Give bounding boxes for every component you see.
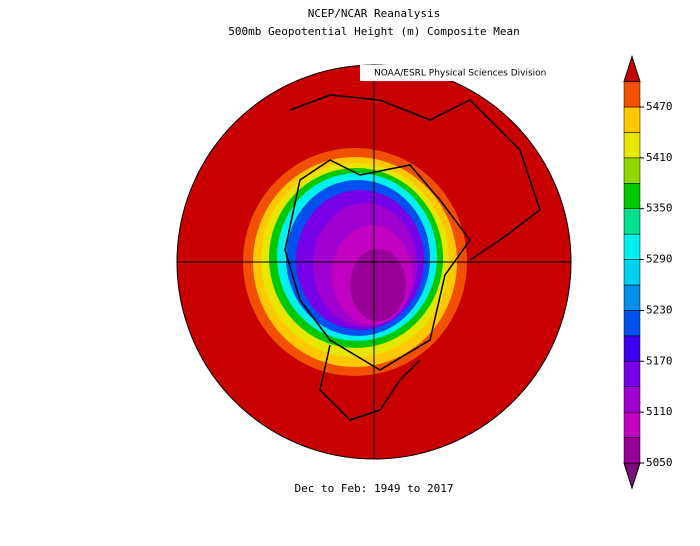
colorbar-band: [623, 259, 641, 286]
colorbar-band: [623, 183, 641, 209]
colorbar-label: 5110: [646, 405, 673, 418]
colorbar-band: [623, 386, 641, 413]
subtitle: 500mb Geopotential Height (m) Composite …: [228, 25, 519, 38]
colorbar-band: [623, 361, 641, 387]
colorbar-band: [623, 335, 641, 362]
period: Dec to Feb: 1949 to 2017: [295, 482, 454, 495]
colorbar-band: [623, 411, 641, 438]
colorbar-band: [623, 208, 641, 235]
colorbar-band: [623, 106, 641, 133]
colorbar-label: 5470: [646, 100, 673, 113]
colorbar-band: [623, 81, 641, 108]
coastline: [284, 159, 471, 371]
colorbar-label: 5410: [646, 151, 673, 164]
credit: NOAA/ESRL Physical Sciences Division: [374, 69, 546, 79]
colorbar-band: [623, 310, 641, 337]
colorbar: 5050 5110 5170 5230 5290 5350 5410 5470: [623, 54, 673, 490]
colorbar-label: 5170: [646, 354, 673, 367]
colorbar-arrow: [623, 462, 641, 490]
colorbar-label: 5350: [646, 202, 673, 215]
coastline: [289, 94, 541, 261]
colorbar-arrow: [623, 54, 641, 83]
colorbar-band: [623, 132, 641, 159]
colorbar-band: [623, 157, 641, 184]
contour: [350, 249, 406, 321]
colorbar-label: 5230: [646, 303, 673, 316]
map: [176, 64, 572, 460]
coastline: [319, 344, 421, 421]
colorbar-band: [623, 284, 641, 311]
colorbar-label: 5050: [646, 456, 673, 469]
colorbar-band: [623, 233, 641, 260]
title: NCEP/NCAR Reanalysis: [308, 7, 440, 20]
colorbar-label: 5290: [646, 253, 673, 266]
colorbar-band: [623, 437, 641, 464]
credit-box: [360, 65, 572, 81]
